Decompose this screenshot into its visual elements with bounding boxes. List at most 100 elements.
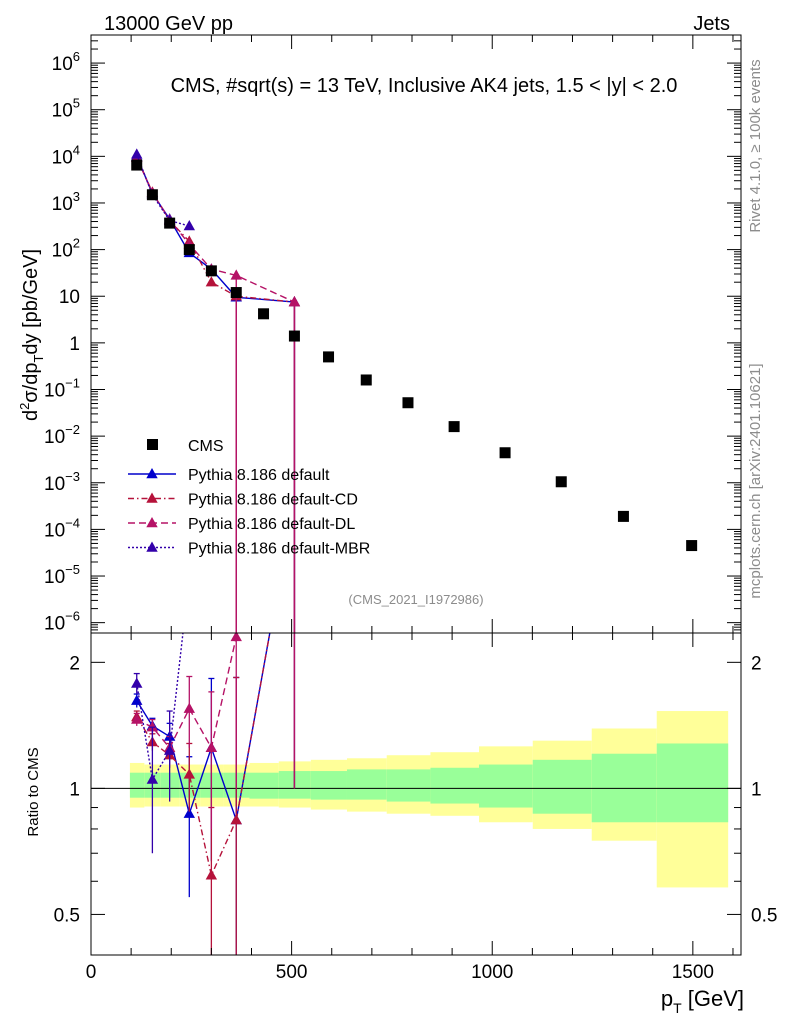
cms-point [686, 540, 698, 552]
header-category: Jets [693, 13, 730, 35]
x-tick-label: 1000 [471, 962, 513, 983]
cms-point [288, 330, 300, 342]
ratio-marker [131, 694, 143, 705]
mc-marker [230, 269, 242, 280]
analysis-id: (CMS_2021_I1972986) [348, 592, 483, 607]
legend-marker-2 [146, 517, 158, 528]
y-tick-label: 102 [52, 236, 80, 262]
cms-point [499, 447, 511, 459]
plot-title: CMS, #sqrt(s) = 13 TeV, Inclusive AK4 je… [171, 75, 678, 97]
legend-marker-1 [146, 492, 158, 503]
legend-label-2: Pythia 8.186 default-DL [188, 516, 355, 533]
ratio-marker [230, 633, 242, 642]
band-inner [249, 772, 279, 799]
ratio-marker [183, 768, 196, 779]
header-process: 13000 GeV pp [104, 13, 233, 35]
y-tick-label: 10−6 [44, 609, 80, 635]
ratio-plot: 0.5 0.5 1 1 2 2 [54, 571, 778, 956]
y-tick-label: 106 [52, 49, 80, 75]
x-tick-label: 0 [86, 962, 97, 983]
mcplots-note: mcplots.cern.ch [arXiv:2401.10621] [747, 363, 764, 598]
ratio-marker [205, 741, 218, 752]
ratio-marker [183, 807, 196, 818]
ratio-marker [146, 721, 159, 732]
ratio-marker [131, 677, 143, 688]
ratio-tick-label-left: 0.5 [54, 905, 80, 926]
main-axis-ticks [90, 34, 741, 634]
cms-point [617, 510, 629, 522]
y-tick-label: 10−5 [44, 562, 80, 588]
y-tick-label: 103 [52, 189, 80, 215]
ratio-marker [131, 713, 143, 724]
cms-point [258, 308, 270, 320]
ratio-tick-labels: 0.5 0.5 1 1 2 2 [54, 653, 778, 926]
ratio-marker [183, 702, 196, 713]
y-tick-label: 10−2 [44, 422, 80, 448]
x-axis-label: pT [GeV] [661, 986, 744, 1016]
cms-point [164, 217, 176, 229]
ratio-marker [184, 571, 195, 581]
ratio-tick-label-right: 2 [751, 653, 762, 674]
ratio-marker [230, 814, 242, 825]
y-tick-label: 10−3 [44, 469, 80, 495]
rivet-version-note: Rivet 4.1.0, ≥ 100k events [747, 59, 764, 232]
y-tick-labels: 10610510410310210110−110−210−310−410−510… [44, 49, 80, 635]
mc-marker [288, 296, 301, 307]
ratio-axis-label: Ratio to CMS [25, 747, 42, 836]
mc-line-0 [136, 156, 295, 303]
band-inner [346, 769, 387, 800]
band-inner [129, 772, 145, 798]
legend-label-0: Pythia 8.186 default [188, 467, 330, 484]
legend-series: Pythia 8.186 default Pythia 8.186 default… [128, 467, 370, 558]
x-tick-labels: 0 500 1000 1500 [86, 962, 714, 983]
ratio-tick-label-right: 0.5 [751, 905, 777, 926]
ratio-series [131, 571, 296, 955]
ratio-tick-label-right: 1 [751, 779, 762, 800]
ratio-marker [146, 773, 159, 784]
cms-point [555, 476, 567, 488]
ratio-line-3 [136, 633, 184, 782]
cms-point [183, 244, 195, 256]
x-tick-label: 1500 [672, 962, 714, 983]
main-plot: 10610510410310210110−110−210−310−410−510… [44, 34, 742, 635]
y-tick-label: 104 [52, 142, 80, 168]
legend-marker-cms [147, 439, 158, 450]
band-inner [386, 769, 431, 802]
mc-line-3 [136, 154, 190, 227]
y-tick-label: 10−1 [44, 375, 80, 401]
cms-point [402, 397, 414, 409]
mc-line-1 [136, 157, 295, 303]
main-series [131, 148, 301, 633]
y-tick-label: 105 [52, 96, 80, 122]
ratio-axis-ticks [90, 633, 741, 955]
cms-data-points [131, 159, 698, 552]
mc-line-2 [136, 157, 295, 303]
ratio-uncertainty-bands [129, 711, 729, 888]
band-inner [310, 771, 347, 800]
ratio-marker [205, 869, 218, 880]
y-tick-label: 10−4 [44, 515, 80, 541]
cms-point [205, 265, 217, 277]
legend-label-1: Pythia 8.186 default-CD [188, 492, 358, 509]
cms-point [448, 421, 460, 433]
ratio-tick-label-left: 2 [69, 653, 80, 674]
legend-label-3: Pythia 8.186 default-MBR [188, 541, 370, 558]
x-tick-label: 500 [276, 962, 308, 983]
band-inner [656, 743, 729, 823]
cms-point [146, 189, 158, 201]
y-tick-label: 10 [59, 287, 80, 308]
ratio-marker [163, 744, 176, 755]
y-axis-label: d2σ/dpTdy [pb/GeV] [17, 249, 46, 421]
band-inner [478, 764, 533, 808]
legend-marker-0 [146, 468, 158, 479]
band-inner [532, 759, 592, 814]
cms-point [230, 287, 242, 299]
mc-marker [131, 148, 143, 159]
ratio-line-2 [136, 633, 239, 750]
legend-label-cms: CMS [188, 438, 224, 455]
mc-marker [183, 220, 196, 231]
mc-marker [205, 276, 218, 287]
ratio-frame [90, 632, 742, 956]
